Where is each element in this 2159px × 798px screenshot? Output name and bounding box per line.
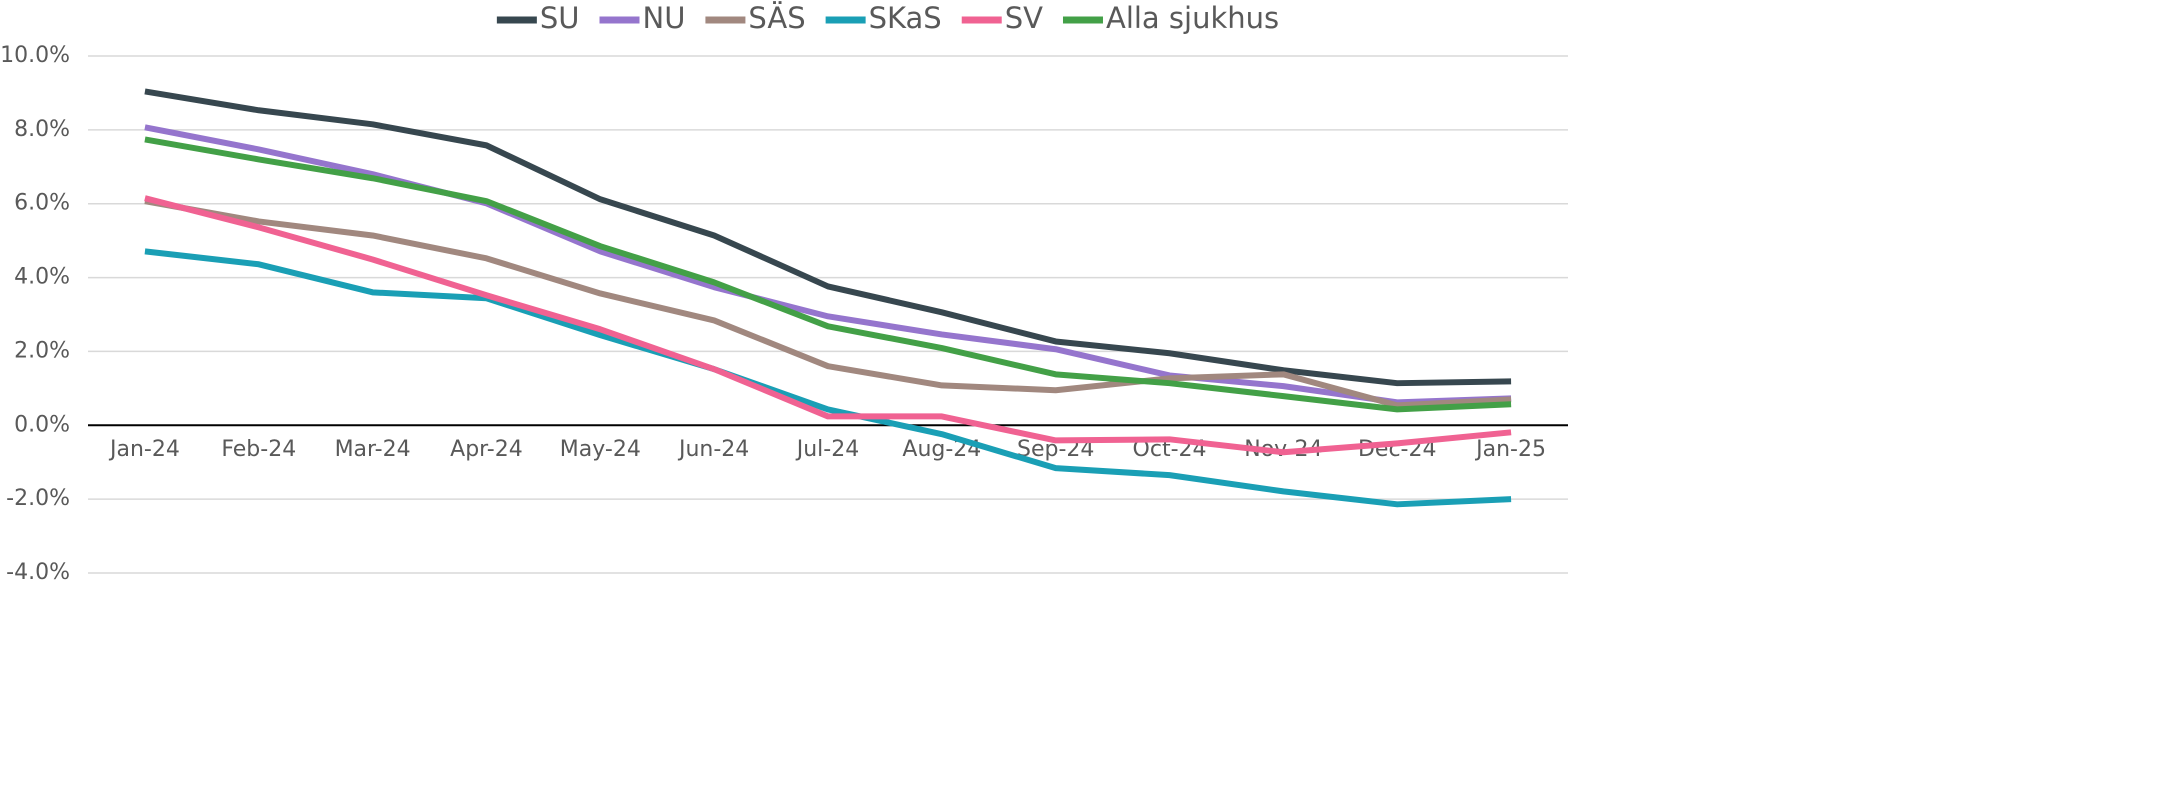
legend: SU NU SÄS SKaS SV Alla sjukhus [496, 1, 1279, 35]
legend-label: SV [1005, 1, 1043, 35]
legend-label: SÄS [748, 1, 805, 35]
x-tick-label: May-24 [560, 437, 641, 462]
x-tick-label: Feb-24 [221, 437, 296, 462]
legend-label: SU [540, 1, 580, 35]
legend-label: Alla sjukhus [1106, 1, 1279, 35]
y-tick-label: 0.0% [14, 412, 70, 437]
y-tick-label: 8.0% [14, 117, 70, 142]
series-line [144, 124, 1512, 406]
y-tick-label: -4.0% [6, 560, 70, 585]
y-tick-label: 2.0% [14, 338, 70, 363]
series-line [144, 198, 1512, 409]
x-tick-label: Jan-25 [1474, 437, 1546, 462]
series-line [144, 136, 1512, 413]
y-tick-label: -2.0% [6, 486, 70, 511]
x-tick-label: Mar-24 [335, 437, 411, 462]
x-tick-label: Jun-24 [677, 437, 749, 462]
x-tick-label: Apr-24 [450, 437, 523, 462]
y-tick-label: 10.0% [0, 43, 70, 68]
y-tick-label: 4.0% [14, 265, 70, 290]
legend-label: SKaS [869, 1, 942, 35]
series-line [144, 248, 1512, 508]
series-line [144, 195, 1512, 456]
y-tick-label: 6.0% [14, 191, 70, 216]
x-tick-label: Jul-24 [795, 437, 859, 462]
legend-label: NU [643, 1, 686, 35]
series-line [144, 88, 1512, 387]
x-tick-label: Jan-24 [108, 437, 180, 462]
